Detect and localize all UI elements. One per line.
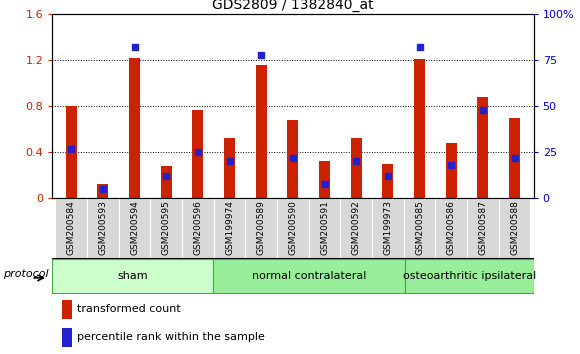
Text: normal contralateral: normal contralateral xyxy=(252,271,366,281)
Text: GSM200591: GSM200591 xyxy=(320,200,329,255)
Bar xyxy=(277,198,309,258)
Bar xyxy=(351,138,362,198)
Text: GSM200589: GSM200589 xyxy=(257,200,266,255)
Text: GSM200587: GSM200587 xyxy=(478,200,487,255)
Bar xyxy=(404,198,436,258)
Bar xyxy=(499,198,531,258)
Bar xyxy=(66,106,77,198)
Text: percentile rank within the sample: percentile rank within the sample xyxy=(77,332,265,342)
Text: GSM200584: GSM200584 xyxy=(67,200,76,255)
Bar xyxy=(414,59,425,198)
Text: sham: sham xyxy=(117,271,148,281)
Bar xyxy=(119,198,150,258)
Bar xyxy=(382,164,393,198)
Bar xyxy=(477,97,488,198)
Text: osteoarthritic ipsilateral: osteoarthritic ipsilateral xyxy=(403,271,536,281)
Bar xyxy=(245,198,277,258)
Text: transformed count: transformed count xyxy=(77,304,181,314)
Bar xyxy=(445,143,457,198)
Bar xyxy=(287,120,299,198)
Text: protocol: protocol xyxy=(2,269,48,279)
Bar xyxy=(55,198,87,258)
Bar xyxy=(213,259,405,293)
Bar xyxy=(161,166,172,198)
Text: GSM200585: GSM200585 xyxy=(415,200,424,255)
Bar xyxy=(467,198,499,258)
Text: GSM200588: GSM200588 xyxy=(510,200,519,255)
Bar xyxy=(509,118,520,198)
Bar xyxy=(193,110,204,198)
Text: GSM200596: GSM200596 xyxy=(193,200,202,255)
Text: GSM199973: GSM199973 xyxy=(383,200,393,255)
Text: GSM200594: GSM200594 xyxy=(130,200,139,255)
Bar xyxy=(340,198,372,258)
Text: GSM200586: GSM200586 xyxy=(447,200,456,255)
Bar xyxy=(436,198,467,258)
Bar xyxy=(129,58,140,198)
Bar xyxy=(62,327,72,347)
Bar xyxy=(52,259,213,293)
Bar xyxy=(182,198,213,258)
Text: GSM200593: GSM200593 xyxy=(99,200,107,255)
Bar xyxy=(213,198,245,258)
Bar xyxy=(87,198,119,258)
Bar xyxy=(256,65,267,198)
Bar xyxy=(224,138,235,198)
Bar xyxy=(97,184,108,198)
Bar xyxy=(309,198,340,258)
Text: GSM200595: GSM200595 xyxy=(162,200,171,255)
Bar xyxy=(62,300,72,319)
Bar xyxy=(405,259,534,293)
Text: GSM200592: GSM200592 xyxy=(351,200,361,255)
Text: GSM200590: GSM200590 xyxy=(288,200,298,255)
Bar xyxy=(319,161,330,198)
Title: GDS2809 / 1382840_at: GDS2809 / 1382840_at xyxy=(212,0,374,12)
Bar xyxy=(372,198,404,258)
Bar xyxy=(150,198,182,258)
Text: GSM199974: GSM199974 xyxy=(225,200,234,255)
